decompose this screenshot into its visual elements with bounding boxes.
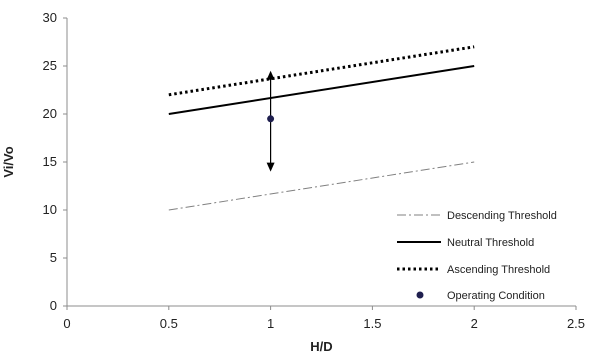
legend-entry-neutral: Neutral Threshold	[397, 237, 534, 249]
y-tick-label: 10	[43, 202, 57, 217]
series-line-2	[168, 45, 475, 97]
y-tick-label: 0	[50, 298, 57, 313]
axes	[66, 18, 576, 307]
ticks: 0 5 10 15 20 25 30 0 0.5 1 1.5 2 2.5	[43, 10, 586, 331]
y-tick-label: 25	[43, 58, 57, 73]
y-tick-label: 30	[43, 10, 57, 25]
legend-label-ascending: Ascending Threshold	[447, 264, 550, 276]
legend-label-operating: Operating Condition	[447, 290, 545, 302]
legend-label-descending: Descending Threshold	[447, 210, 557, 222]
x-tick-label: 2	[471, 316, 478, 331]
x-tick-label: 2.5	[567, 316, 585, 331]
legend-swatch-operating	[416, 291, 424, 299]
y-tick-label: 5	[50, 250, 57, 265]
range-arrow-head-down	[266, 162, 275, 172]
legend-entry-operating: Operating Condition	[416, 290, 545, 302]
plot-area	[168, 45, 475, 211]
x-axis-title: H/D	[310, 339, 332, 354]
legend-entry-descending: Descending Threshold	[397, 210, 557, 222]
legend: Descending Threshold Neutral Threshold A…	[397, 210, 557, 302]
legend-entry-ascending: Ascending Threshold	[397, 264, 550, 276]
series-line-0	[168, 161, 475, 211]
x-tick-label: 0.5	[160, 316, 178, 331]
series-line-1	[168, 65, 475, 115]
y-axis-title: Vi/Vo	[1, 146, 16, 177]
x-tick-label: 0	[63, 316, 70, 331]
legend-label-neutral: Neutral Threshold	[447, 237, 534, 249]
x-tick-label: 1.5	[363, 316, 381, 331]
y-tick-label: 15	[43, 154, 57, 169]
range-arrow-head-up	[266, 70, 275, 80]
y-tick-label: 20	[43, 106, 57, 121]
operating-point-marker	[267, 115, 275, 123]
x-tick-label: 1	[267, 316, 274, 331]
